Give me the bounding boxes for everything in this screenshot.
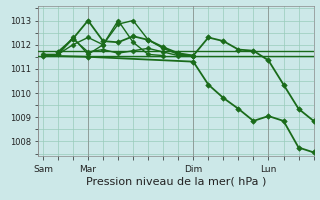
X-axis label: Pression niveau de la mer( hPa ): Pression niveau de la mer( hPa ) [86, 177, 266, 187]
